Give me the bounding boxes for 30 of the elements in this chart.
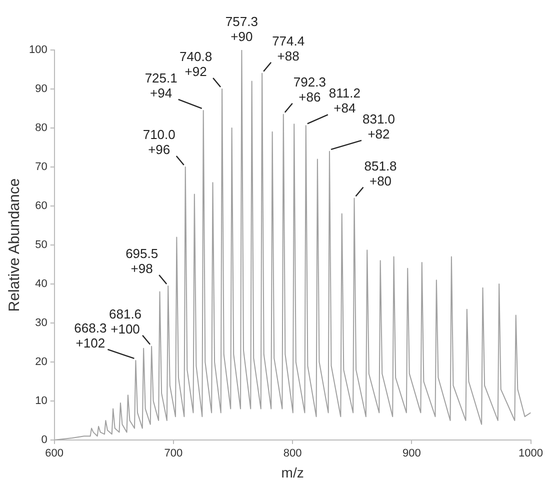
annotation: 668.3 +102	[74, 320, 107, 351]
x-tick-label: 1000	[518, 448, 544, 460]
y-tick-label: 0	[41, 434, 48, 446]
y-tick-label: 80	[35, 122, 48, 134]
y-tick-label: 10	[35, 395, 48, 408]
y-axis-title: Relative Abundance	[6, 178, 24, 312]
annotation: 792.3 +86	[293, 74, 326, 104]
x-axis-title: m/z	[281, 464, 304, 480]
annotation: 757.3 +90	[225, 14, 258, 44]
annotation: 681.6 +100	[109, 306, 142, 336]
y-tick-label: 60	[35, 200, 48, 212]
annotation: 695.5 +98	[126, 246, 158, 276]
annotation: 710.0 +96	[142, 127, 176, 158]
annotation: 725.1 +94	[144, 70, 178, 101]
y-tick-label: 50	[35, 239, 48, 252]
x-tick-label: 600	[45, 448, 64, 460]
annotation: 851.8 +80	[364, 158, 397, 188]
annotation: 740.8 +92	[180, 49, 212, 80]
annotation: 831.0 +82	[362, 111, 396, 142]
y-tick-label: 90	[35, 83, 48, 96]
annotation: 774.4 +88	[272, 33, 305, 64]
x-tick-label: 700	[164, 448, 183, 460]
y-tick-label: 70	[35, 161, 48, 174]
x-tick-label: 800	[283, 448, 302, 460]
x-tick-label: 900	[402, 448, 421, 460]
y-tick-label: 30	[35, 317, 48, 330]
y-tick-label: 40	[35, 278, 48, 290]
annotation: 811.2 +84	[328, 86, 360, 116]
y-tick-label: 100	[28, 44, 48, 56]
y-tick-label: 20	[35, 356, 48, 368]
